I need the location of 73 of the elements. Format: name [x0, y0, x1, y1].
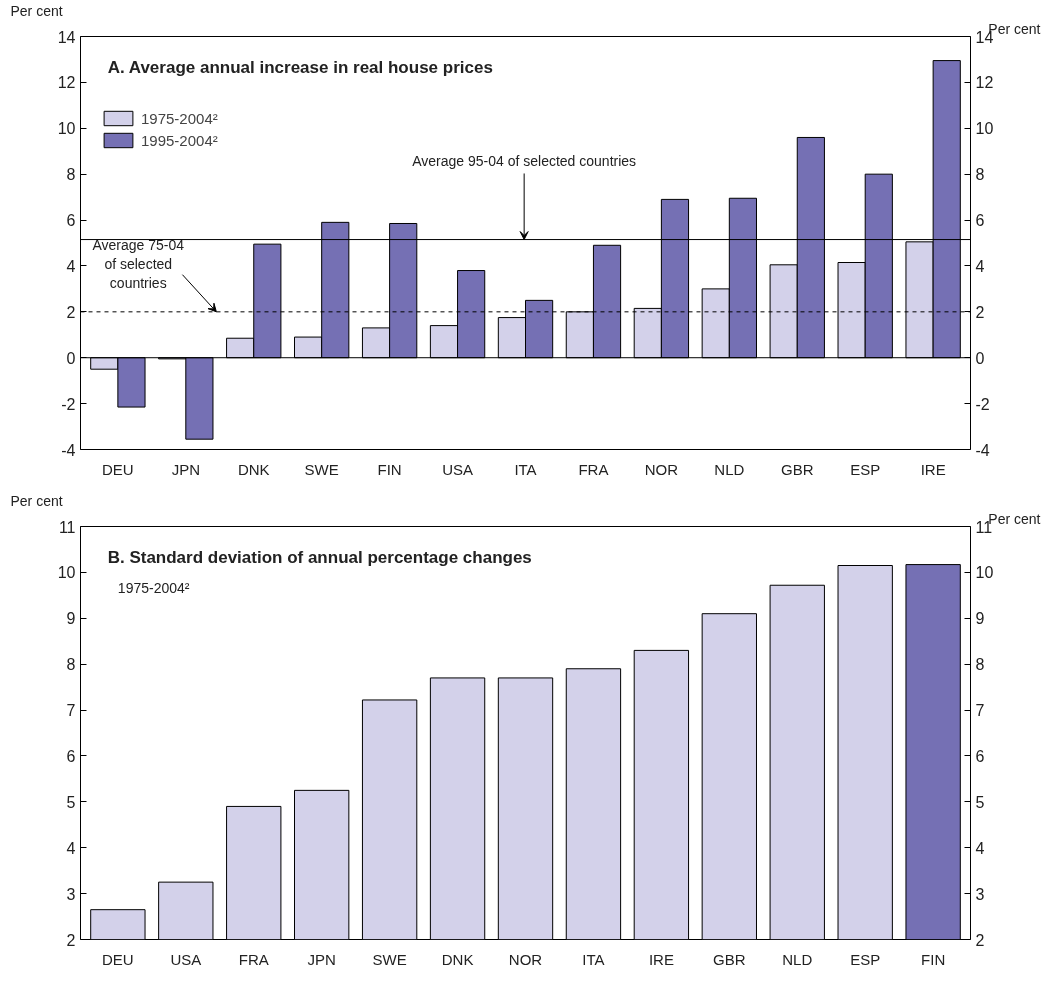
y-tick-label: 6 — [66, 747, 76, 765]
x-tick-label: JPN — [307, 950, 336, 968]
x-tick-label: ITA — [514, 460, 537, 478]
y2-tick-label: 12 — [975, 74, 994, 92]
x-tick-label: FIN — [921, 950, 946, 968]
x-tick-label: IRE — [920, 460, 946, 478]
y-tick-label: 10 — [57, 120, 76, 138]
y-tick-label: -2 — [61, 395, 76, 413]
x-tick-label: NOR — [508, 950, 543, 968]
y-tick-label: 4 — [66, 839, 76, 857]
text: B. Standard deviation of annual percentage changes — [107, 547, 532, 567]
y2-tick-label: 10 — [975, 120, 994, 138]
y2-tick-label: 9 — [975, 610, 985, 628]
y-tick-label: 12 — [57, 74, 76, 92]
y2-tick-label: 2 — [975, 303, 985, 321]
x-tick-label: NLD — [714, 460, 745, 478]
y-tick-label: 8 — [66, 166, 76, 184]
x-tick-label: USA — [442, 460, 473, 478]
y-tick-label: 2 — [66, 931, 76, 949]
y2-tick-label: -4 — [975, 441, 990, 459]
x-tick-label: DNK — [237, 460, 270, 478]
y-tick-label: 4 — [66, 257, 76, 275]
y-axis-title: Per cent — [10, 2, 63, 19]
x-tick-label: JPN — [171, 460, 200, 478]
ref-line-label: Average 75-04 of selected countries — [92, 236, 185, 292]
x-tick-label: FRA — [578, 460, 609, 478]
y-axis-title: Per cent — [10, 492, 63, 509]
y-tick-label: 2 — [66, 303, 76, 321]
x-tick-label: IRE — [648, 950, 674, 968]
y2-tick-label: 3 — [975, 885, 985, 903]
y-tick-label: 3 — [66, 885, 76, 903]
y-tick-label: 9 — [66, 610, 76, 628]
x-tick-label: FIN — [377, 460, 402, 478]
y2-tick-label: 4 — [975, 257, 985, 275]
y2-tick-label: 10 — [975, 564, 994, 582]
x-tick-label: SWE — [372, 950, 407, 968]
y-tick-label: 6 — [66, 212, 76, 230]
y2-tick-label: 7 — [975, 702, 985, 720]
y2-tick-label: 6 — [975, 212, 985, 230]
y-tick-label: 8 — [66, 656, 76, 674]
text: A. Average annual increase in real house prices — [107, 57, 493, 77]
x-tick-label: NLD — [782, 950, 813, 968]
y2-tick-label: 6 — [975, 747, 985, 765]
y2-tick-label: 0 — [975, 349, 985, 367]
ref-line-label: Average 95-04 of selected countries — [412, 153, 637, 170]
y-tick-label: 5 — [66, 793, 76, 811]
x-tick-label: ESP — [850, 950, 881, 968]
y2-tick-label: 2 — [975, 931, 985, 949]
y-tick-label: 14 — [57, 28, 76, 46]
y2-tick-label: 8 — [975, 656, 985, 674]
x-tick-label: DEU — [102, 950, 134, 968]
x-tick-label: FRA — [238, 950, 269, 968]
legend-label: 1975-2004² — [141, 109, 218, 127]
y-tick-label: 10 — [57, 564, 76, 582]
x-tick-label: SWE — [304, 460, 339, 478]
y2-tick-label: 4 — [975, 839, 985, 857]
x-tick-label: ITA — [582, 950, 605, 968]
x-tick-label: NOR — [644, 460, 679, 478]
y2-tick-label: -2 — [975, 395, 990, 413]
y-tick-label: 11 — [58, 518, 76, 536]
x-tick-label: ESP — [850, 460, 881, 478]
x-tick-label: GBR — [713, 950, 746, 968]
y-tick-label: -4 — [61, 441, 76, 459]
y2-tick-label: 5 — [975, 793, 985, 811]
x-tick-label: GBR — [781, 460, 814, 478]
x-tick-label: USA — [170, 950, 202, 968]
y-tick-label: 7 — [66, 702, 76, 720]
x-tick-label: DEU — [102, 460, 134, 478]
text: 1975-2004² — [117, 580, 190, 597]
x-tick-label: DNK — [441, 950, 474, 968]
y-tick-label: 0 — [66, 349, 76, 367]
y2-tick-label: 8 — [975, 166, 985, 184]
legend-label: 1995-2004² — [141, 131, 218, 149]
